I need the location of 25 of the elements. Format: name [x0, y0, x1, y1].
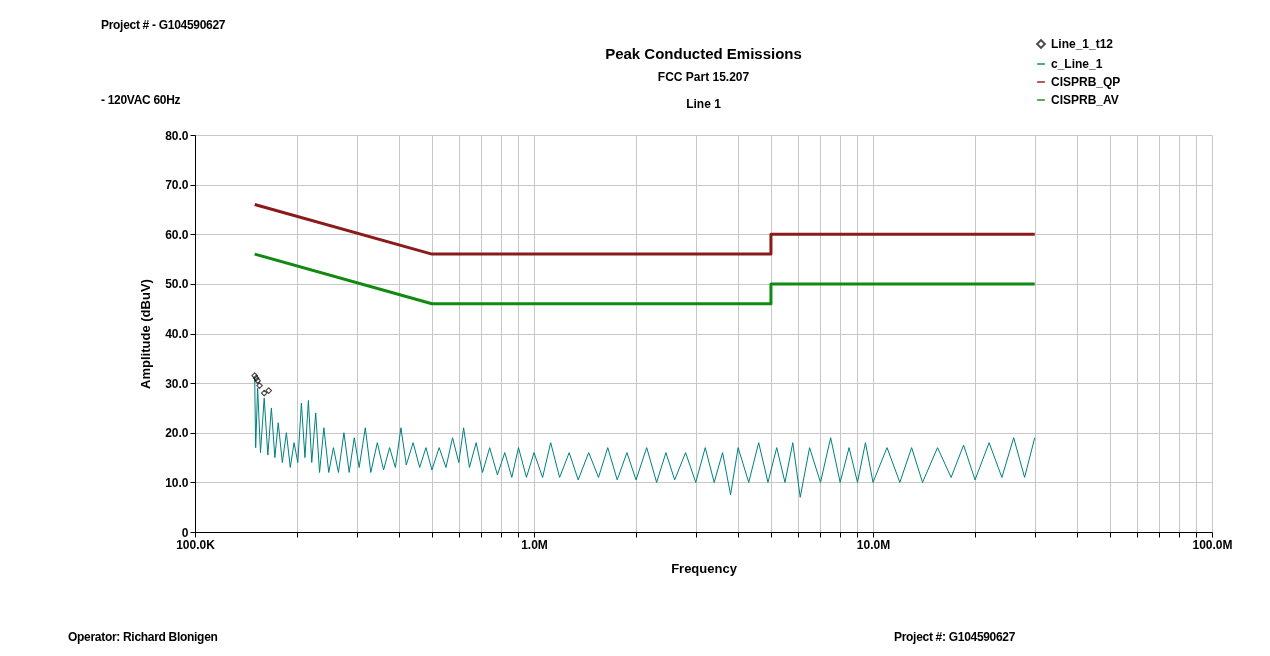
- legend-label: CISPRB_QP: [1051, 75, 1121, 89]
- text: Operator: Richard Blonigen: [68, 630, 218, 644]
- text: - 120VAC 60Hz: [101, 93, 181, 107]
- chart-title: Peak Conducted Emissions: [605, 45, 802, 62]
- y-tick-label: 40.0: [165, 327, 189, 341]
- y-axis-title: Amplitude (dBuV): [138, 279, 154, 389]
- y-tick-label: 20.0: [165, 426, 189, 441]
- legend-label: Line_1_t12: [1051, 37, 1114, 51]
- legend-label: c_Line_1: [1051, 57, 1103, 71]
- legend-label: CISPRB_AV: [1051, 93, 1119, 107]
- x-tick-label: 1.0M: [521, 537, 548, 552]
- y-tick-label: 50.0: [165, 277, 189, 292]
- x-tick-label: 100.0M: [1192, 537, 1233, 552]
- text: Project #: G104590627: [894, 630, 1016, 644]
- text: Project # - G104590627: [101, 18, 226, 32]
- x-tick-label: 100.0K: [176, 537, 216, 552]
- y-tick-label: 30.0: [165, 376, 189, 391]
- y-tick-label: 70.0: [165, 178, 189, 193]
- y-tick-label: 60.0: [165, 227, 189, 242]
- x-axis-title: Frequency: [671, 560, 738, 576]
- y-tick-label: 10.0: [165, 475, 189, 490]
- y-tick-label: 80.0: [165, 128, 189, 143]
- x-tick-label: 10.0M: [856, 537, 891, 552]
- y-tick-label: 0: [181, 525, 189, 540]
- chart-subtitle: FCC Part 15.207 Line 1: [657, 70, 750, 111]
